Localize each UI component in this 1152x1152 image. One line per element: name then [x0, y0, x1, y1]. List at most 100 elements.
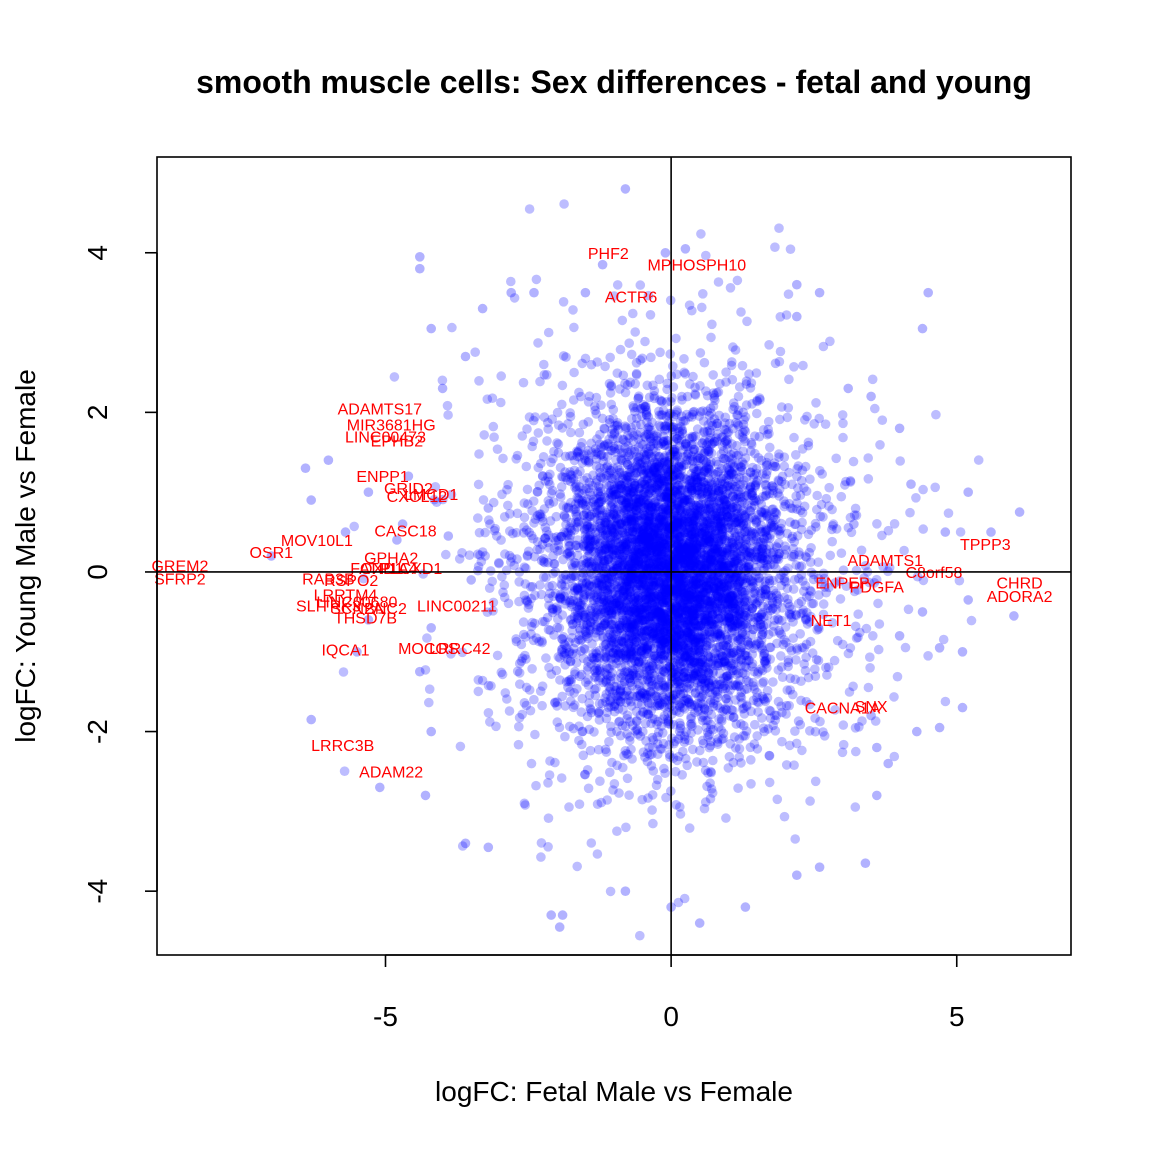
- data-point: [635, 668, 645, 678]
- data-point: [805, 796, 815, 806]
- data-point: [650, 509, 660, 520]
- data-point: [604, 663, 615, 674]
- data-point: [619, 543, 629, 554]
- data-point: [521, 525, 532, 535]
- data-point: [630, 555, 640, 566]
- data-point: [682, 630, 693, 641]
- data-point: [714, 548, 725, 558]
- data-point: [624, 485, 635, 496]
- data-point: [632, 672, 642, 683]
- data-point: [713, 539, 724, 549]
- data-point: [762, 610, 773, 621]
- data-point: [516, 639, 527, 650]
- data-point: [867, 374, 878, 385]
- data-point: [704, 742, 715, 753]
- data-point: [654, 626, 665, 637]
- data-point: [681, 474, 692, 485]
- data-point: [533, 338, 543, 348]
- data-point: [733, 391, 744, 402]
- data-point: [648, 380, 658, 391]
- data-point: [591, 478, 601, 488]
- data-point: [514, 721, 524, 732]
- data-point: [683, 637, 694, 647]
- data-point: [573, 446, 584, 456]
- data-point: [794, 561, 805, 572]
- data-point: [600, 693, 610, 703]
- data-point: [686, 711, 696, 722]
- data-point: [700, 595, 711, 605]
- data-point: [745, 526, 756, 536]
- data-point: [503, 598, 514, 609]
- data-point: [565, 656, 576, 666]
- data-point: [753, 616, 763, 626]
- data-point: [642, 625, 653, 636]
- data-point: [474, 376, 484, 386]
- data-point: [758, 693, 769, 704]
- data-point: [640, 483, 651, 494]
- data-point: [536, 838, 547, 848]
- data-point: [578, 485, 589, 495]
- data-point: [514, 577, 524, 587]
- data-point: [642, 642, 653, 652]
- data-point: [642, 605, 653, 616]
- data-point: [651, 488, 661, 499]
- data-point: [705, 724, 716, 734]
- data-point: [624, 630, 635, 641]
- data-point: [791, 491, 801, 502]
- data-point: [684, 735, 694, 746]
- data-point: [571, 485, 582, 495]
- data-point: [796, 596, 807, 607]
- data-point: [697, 658, 708, 668]
- data-point: [644, 553, 655, 564]
- data-point: [739, 587, 750, 598]
- data-point: [627, 563, 637, 573]
- data-point: [693, 704, 704, 714]
- data-point: [686, 701, 697, 712]
- data-point: [628, 551, 639, 561]
- data-point: [525, 705, 536, 716]
- data-point: [670, 444, 680, 455]
- data-point: [662, 714, 673, 724]
- data-point: [631, 504, 641, 515]
- data-point: [503, 500, 513, 511]
- chart-title: smooth muscle cells: Sex differences - f…: [196, 64, 1032, 100]
- data-point: [541, 653, 551, 663]
- data-point: [877, 530, 887, 541]
- data-point: [665, 590, 675, 601]
- data-point: [655, 492, 666, 503]
- data-point: [653, 518, 663, 529]
- data-point: [690, 644, 700, 655]
- data-point: [565, 451, 575, 461]
- data-point: [605, 886, 616, 897]
- data-point: [464, 550, 475, 560]
- data-point: [659, 538, 669, 549]
- data-point: [473, 675, 484, 685]
- data-point: [598, 632, 608, 643]
- data-point: [726, 590, 736, 601]
- data-point: [873, 644, 884, 655]
- data-point: [848, 456, 859, 467]
- data-point: [675, 553, 685, 564]
- data-point: [768, 627, 778, 637]
- data-point: [543, 424, 553, 434]
- data-point: [624, 578, 634, 589]
- data-point: [595, 439, 605, 449]
- data-point: [742, 526, 753, 537]
- data-point: [688, 631, 698, 642]
- data-point: [689, 669, 699, 679]
- data-point: [639, 643, 650, 653]
- data-point: [853, 585, 863, 595]
- data-point: [700, 682, 710, 692]
- data-point: [635, 515, 645, 526]
- data-point: [675, 534, 685, 544]
- data-point: [497, 571, 507, 582]
- data-point: [739, 459, 749, 470]
- data-point: [646, 545, 657, 555]
- data-point: [730, 345, 741, 355]
- data-point: [786, 646, 797, 656]
- data-point: [729, 732, 740, 742]
- data-point: [693, 508, 704, 519]
- data-point: [688, 612, 698, 623]
- data-point: [593, 597, 603, 608]
- data-point: [729, 558, 740, 568]
